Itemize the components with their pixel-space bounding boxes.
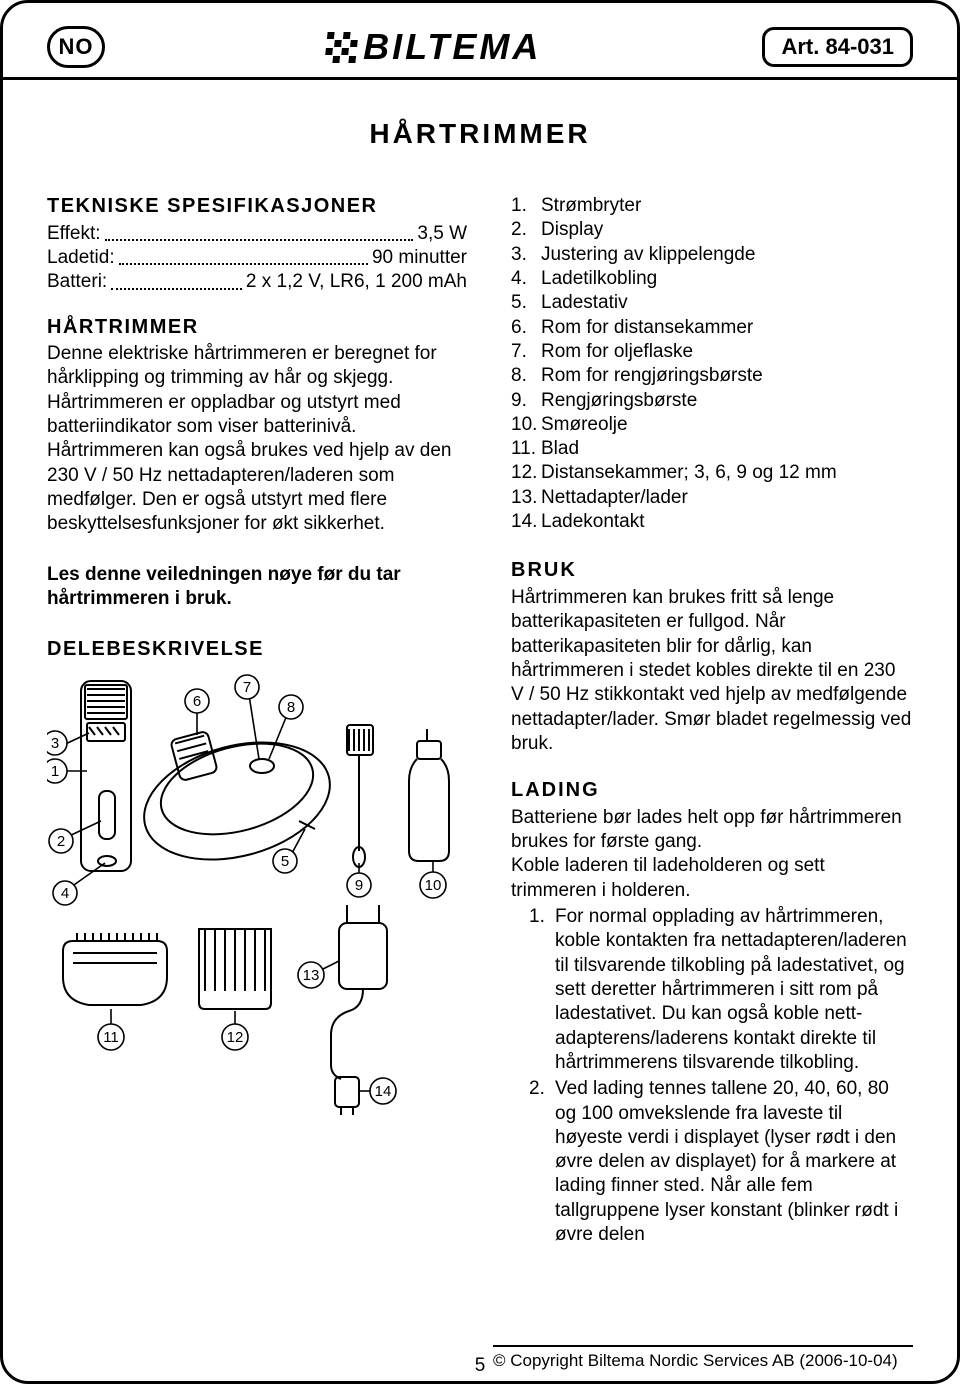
spec-label: Ladetid: [47, 246, 115, 270]
diagram-label-1: 1 [51, 763, 59, 780]
content-columns: TEKNISKE SPESIFIKASJONER Effekt: 3,5 W L… [47, 194, 913, 1247]
spec-value: 90 minutter [372, 246, 467, 270]
part-name: Rom for rengjøringsbørste [541, 364, 763, 388]
spec-value: 2 x 1,2 V, LR6, 1 200 mAh [246, 270, 467, 294]
page-title: HÅRTRIMMER [47, 118, 913, 150]
specs-heading: TEKNISKE SPESIFIKASJONER [47, 194, 467, 220]
diagram-label-7: 7 [243, 679, 251, 696]
part-name: Distansekammer; 3, 6, 9 og 12 mm [541, 461, 837, 485]
logo-pattern-icon [324, 32, 358, 63]
list-item: 3.Justering av klippelengde [511, 243, 913, 267]
spec-row: Batteri: 2 x 1,2 V, LR6, 1 200 mAh [47, 270, 467, 294]
diagram-label-3: 3 [51, 735, 59, 752]
spec-label: Batteri: [47, 270, 107, 294]
spec-label: Effekt: [47, 222, 101, 246]
diagram-label-10: 10 [425, 877, 442, 894]
charging-steps: 1.For normal opplading av hårtrimmeren, … [529, 905, 913, 1247]
spec-dots [119, 246, 368, 265]
spec-dots [111, 270, 242, 289]
step-text: For normal opplading av hårtrimmeren, ko… [555, 905, 913, 1075]
list-item: 11.Blad [511, 437, 913, 461]
logo-text: BILTEMA [363, 29, 541, 65]
part-name: Strømbryter [541, 194, 641, 218]
list-item: 1.For normal opplading av hårtrimmeren, … [529, 905, 913, 1075]
biltema-logo: BILTEMA [326, 29, 541, 65]
part-name: Smøreolje [541, 413, 628, 437]
diagram-label-9: 9 [355, 877, 363, 894]
charging-intro: Batteriene bør lades helt opp før hårtri… [511, 806, 913, 903]
list-item: 14.Ladekontakt [511, 510, 913, 534]
step-text: Ved lading tennes tallene 20, 40, 60, 80… [555, 1077, 913, 1247]
part-name: Rengjøringsbørste [541, 389, 697, 413]
part-name: Justering av klippelengde [541, 243, 755, 267]
diagram-label-8: 8 [287, 699, 295, 716]
spec-row: Effekt: 3,5 W [47, 222, 467, 246]
spec-row: Ladetid: 90 minutter [47, 246, 467, 270]
spec-dots [105, 222, 414, 241]
diagram-label-14: 14 [375, 1083, 392, 1100]
list-item: 13.Nettadapter/lader [511, 486, 913, 510]
spec-value: 3,5 W [417, 222, 467, 246]
copyright-text: © Copyright Biltema Nordic Services AB (… [493, 1345, 913, 1371]
language-badge: NO [47, 26, 105, 68]
list-item: 4.Ladetilkobling [511, 267, 913, 291]
parts-list: 1.Strømbryter 2.Display 3.Justering av k… [511, 194, 913, 534]
diagram-label-5: 5 [281, 853, 289, 870]
part-name: Rom for oljeflaske [541, 340, 693, 364]
usage-paragraph: Hårtrimmeren kan brukes fritt så lenge b… [511, 586, 913, 756]
part-name: Ladetilkobling [541, 267, 657, 291]
list-item: 1.Strømbryter [511, 194, 913, 218]
page-number: 5 [475, 1355, 486, 1377]
sub-heading: HÅRTRIMMER [47, 315, 467, 341]
list-item: 5.Ladestativ [511, 291, 913, 315]
list-item: 10.Smøreolje [511, 413, 913, 437]
diagram-label-11: 11 [103, 1029, 119, 1046]
list-item: 9.Rengjøringsbørste [511, 389, 913, 413]
read-first-note: Les denne veiledningen nøye før du tar h… [47, 563, 467, 612]
diagram-label-13: 13 [303, 967, 320, 984]
part-name: Display [541, 218, 603, 242]
parts-diagram-heading: DELEBESKRIVELSE [47, 637, 467, 663]
manual-page: NO BILTEMA Art. 84-031 HÅRTRIMMER TEKNIS… [0, 0, 960, 1384]
list-item: 7.Rom for oljeflaske [511, 340, 913, 364]
part-name: Ladekontakt [541, 510, 645, 534]
list-item: 12.Distansekammer; 3, 6, 9 og 12 mm [511, 461, 913, 485]
list-item: 8.Rom for rengjøringsbørste [511, 364, 913, 388]
diagram-label-6: 6 [193, 693, 201, 710]
list-item: 2.Ved lading tennes tallene 20, 40, 60, … [529, 1077, 913, 1247]
intro-paragraph: Denne elektriske hårtrimmeren er beregne… [47, 342, 467, 537]
part-name: Ladestativ [541, 291, 628, 315]
left-column: TEKNISKE SPESIFIKASJONER Effekt: 3,5 W L… [47, 194, 467, 1247]
usage-heading: BRUK [511, 558, 913, 584]
diagram-label-12: 12 [227, 1029, 244, 1046]
diagram-label-4: 4 [61, 885, 69, 902]
part-name: Rom for distansekammer [541, 316, 753, 340]
header-divider [3, 77, 957, 80]
part-name: Blad [541, 437, 579, 461]
list-item: 6.Rom for distansekammer [511, 316, 913, 340]
list-item: 2.Display [511, 218, 913, 242]
charging-heading: LADING [511, 778, 913, 804]
page-header: NO BILTEMA Art. 84-031 [47, 21, 913, 73]
right-column: 1.Strømbryter 2.Display 3.Justering av k… [511, 194, 913, 1247]
article-number: Art. 84-031 [762, 27, 913, 67]
diagram-svg: 1 3 2 4 6 7 8 5 9 10 11 12 13 14 [47, 671, 467, 1121]
parts-diagram: 1 3 2 4 6 7 8 5 9 10 11 12 13 14 [47, 671, 467, 1128]
part-name: Nettadapter/lader [541, 486, 688, 510]
diagram-label-2: 2 [57, 833, 65, 850]
